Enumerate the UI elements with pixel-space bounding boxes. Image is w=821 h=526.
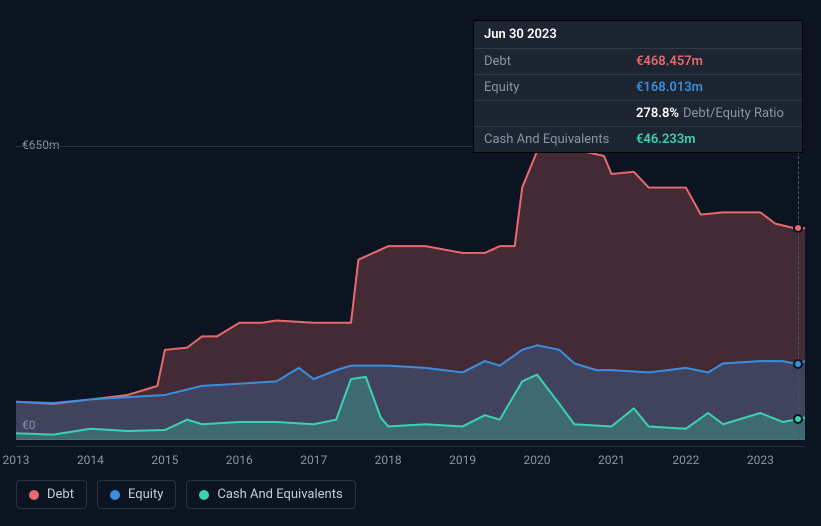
tooltip-row-cash: Cash And Equivalents €46.233m	[474, 127, 802, 152]
tooltip-value-cash: €46.233m	[636, 132, 696, 147]
plot-region[interactable]	[16, 146, 805, 440]
chart-tooltip: Jun 30 2023 Debt €468.457m Equity €168.0…	[473, 20, 803, 153]
x-tick-label: 2022	[672, 453, 699, 467]
x-tick-label: 2016	[226, 453, 253, 467]
hover-dot	[793, 223, 803, 233]
tooltip-label: Cash And Equivalents	[484, 132, 636, 147]
crosshair-line	[798, 146, 799, 440]
x-tick-label: 2021	[598, 453, 625, 467]
tooltip-row-debt: Debt €468.457m	[474, 49, 802, 75]
chart-svg	[16, 147, 805, 440]
hover-dot	[793, 414, 803, 424]
x-tick-label: 2020	[524, 453, 551, 467]
legend-item-equity[interactable]: Equity	[97, 480, 176, 509]
tooltip-label: Debt	[484, 54, 636, 69]
hover-dot	[793, 359, 803, 369]
legend-item-debt[interactable]: Debt	[16, 480, 87, 509]
chart-legend: Debt Equity Cash And Equivalents	[16, 480, 356, 509]
legend-label: Cash And Equivalents	[217, 487, 342, 502]
x-tick-label: 2019	[449, 453, 476, 467]
x-tick-label: 2018	[375, 453, 402, 467]
legend-dot-icon	[110, 490, 120, 500]
legend-label: Debt	[47, 487, 74, 502]
tooltip-label: Equity	[484, 80, 636, 95]
chart-area[interactable]: €650m €0	[16, 120, 805, 440]
tooltip-label-empty	[484, 106, 636, 121]
x-tick-label: 2013	[3, 453, 30, 467]
tooltip-row-ratio: 278.8% Debt/Equity Ratio	[474, 101, 802, 127]
x-axis: 2013201420152016201720182019202020212022…	[16, 446, 805, 466]
tooltip-value-equity: €168.013m	[636, 80, 703, 95]
x-tick-label: 2015	[151, 453, 178, 467]
tooltip-date: Jun 30 2023	[474, 21, 802, 49]
tooltip-row-equity: Equity €168.013m	[474, 75, 802, 101]
legend-item-cash[interactable]: Cash And Equivalents	[186, 480, 355, 509]
tooltip-ratio-value: 278.8%	[636, 106, 679, 121]
tooltip-value-debt: €468.457m	[636, 54, 703, 69]
legend-label: Equity	[128, 487, 163, 502]
tooltip-ratio-label: Debt/Equity Ratio	[683, 106, 784, 121]
legend-dot-icon	[29, 490, 39, 500]
x-tick-label: 2023	[747, 453, 774, 467]
legend-dot-icon	[199, 490, 209, 500]
x-tick-label: 2014	[77, 453, 104, 467]
x-tick-label: 2017	[300, 453, 327, 467]
